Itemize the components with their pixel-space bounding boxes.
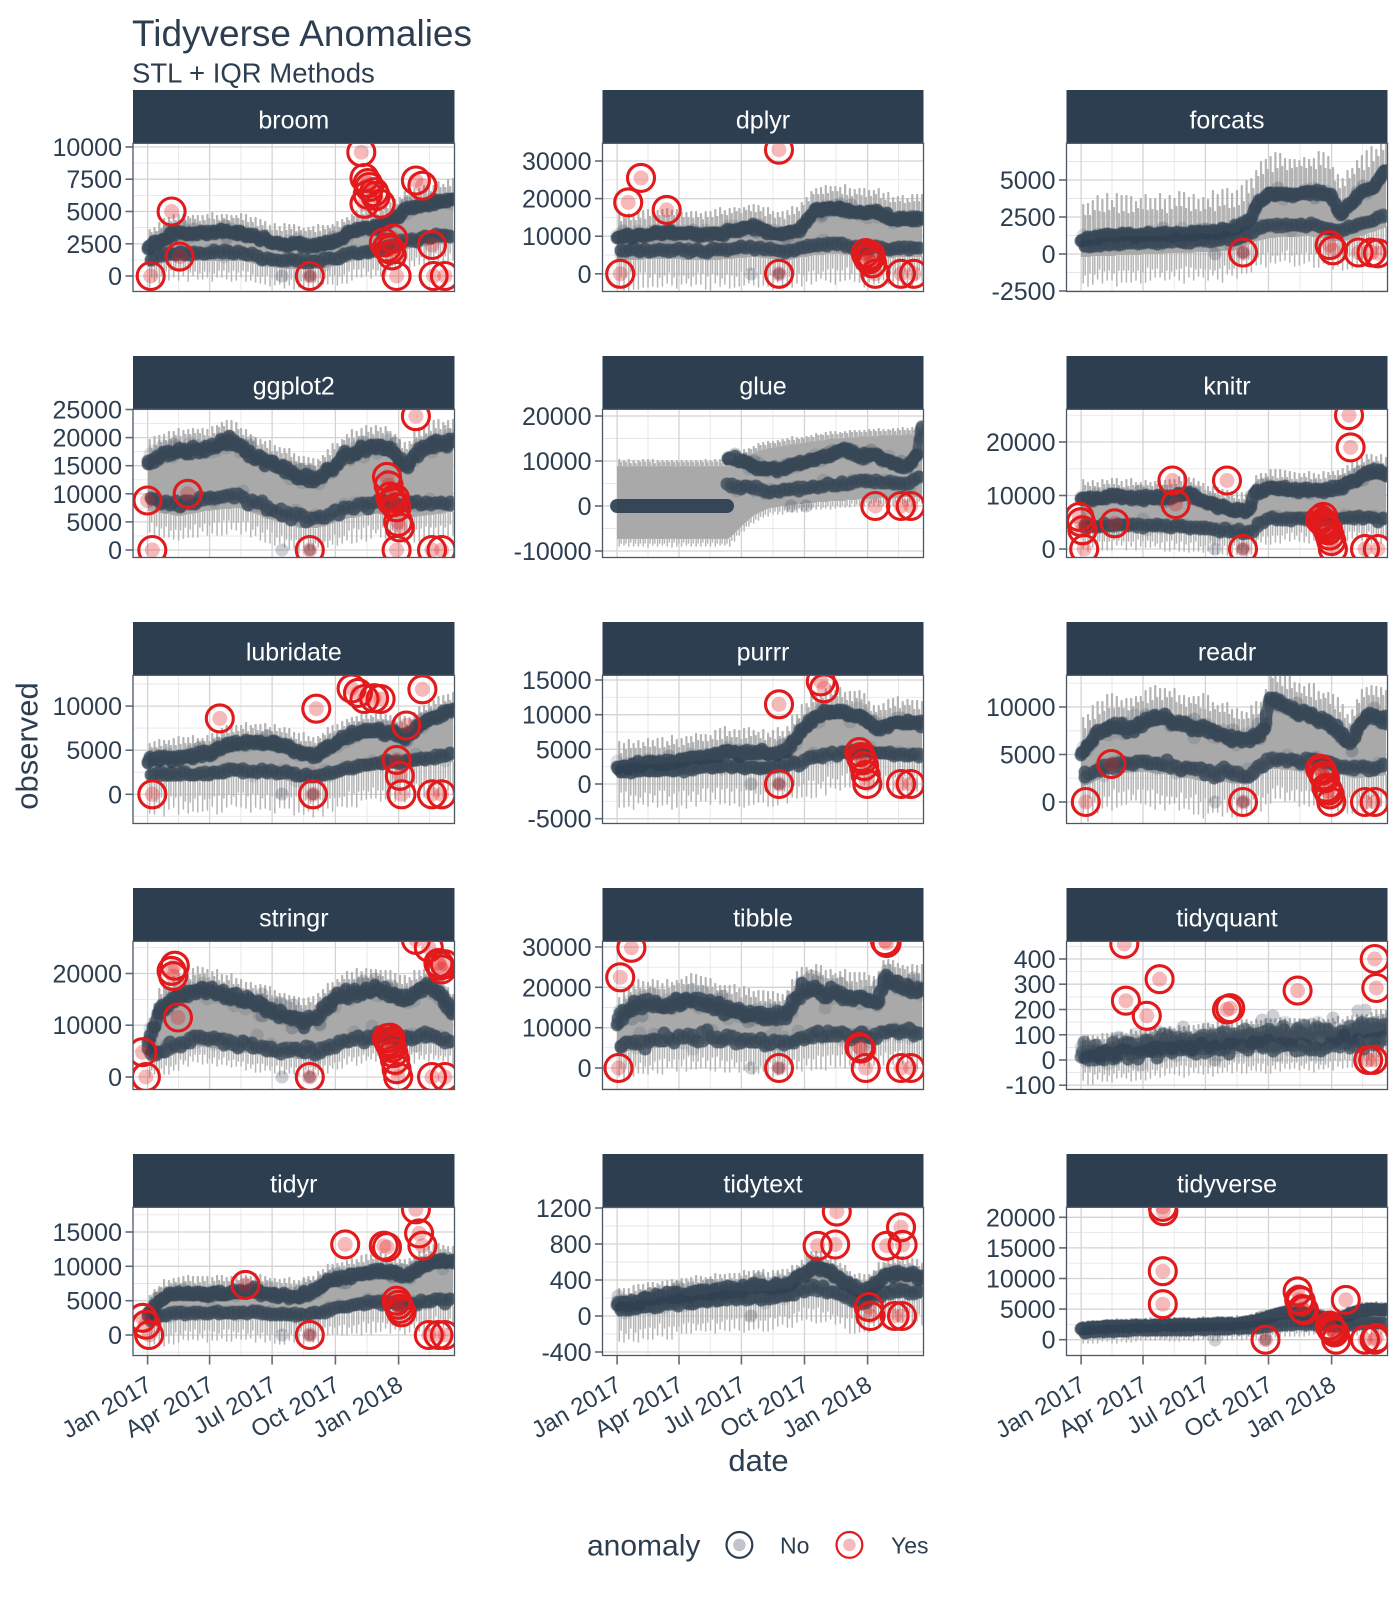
- svg-text:2500: 2500: [66, 231, 122, 259]
- svg-text:20000: 20000: [986, 429, 1056, 457]
- svg-text:0: 0: [1042, 1327, 1056, 1355]
- svg-text:STL + IQR Methods: STL + IQR Methods: [132, 58, 375, 89]
- svg-text:10000: 10000: [986, 1266, 1056, 1294]
- svg-text:15000: 15000: [52, 453, 122, 481]
- svg-text:10000: 10000: [522, 223, 592, 251]
- svg-text:10000: 10000: [522, 1015, 592, 1043]
- svg-text:30000: 30000: [522, 934, 592, 962]
- svg-text:5000: 5000: [66, 1288, 122, 1316]
- svg-text:20000: 20000: [52, 425, 122, 453]
- svg-text:lubridate: lubridate: [246, 639, 342, 667]
- svg-text:tidytext: tidytext: [723, 1171, 802, 1199]
- svg-text:100: 100: [1014, 1022, 1056, 1050]
- svg-text:400: 400: [1014, 946, 1056, 974]
- svg-text:anomaly: anomaly: [587, 1529, 700, 1562]
- svg-text:10000: 10000: [52, 1012, 122, 1040]
- svg-text:0: 0: [1042, 536, 1056, 564]
- svg-text:tidyverse: tidyverse: [1177, 1171, 1277, 1199]
- svg-text:5000: 5000: [1000, 167, 1056, 195]
- svg-text:15000: 15000: [986, 1235, 1056, 1263]
- svg-text:15000: 15000: [522, 667, 592, 695]
- svg-text:purrr: purrr: [737, 639, 790, 667]
- svg-text:20000: 20000: [986, 1204, 1056, 1232]
- svg-text:tidyr: tidyr: [270, 1171, 317, 1199]
- svg-text:stringr: stringr: [259, 905, 328, 933]
- svg-text:0: 0: [578, 493, 592, 521]
- svg-text:1200: 1200: [536, 1195, 592, 1223]
- svg-text:-5000: -5000: [528, 806, 592, 834]
- svg-text:200: 200: [1014, 997, 1056, 1025]
- svg-text:-2500: -2500: [992, 278, 1056, 306]
- svg-text:2500: 2500: [1000, 204, 1056, 232]
- svg-text:0: 0: [108, 1322, 122, 1350]
- svg-text:observed: observed: [10, 682, 45, 810]
- svg-text:-10000: -10000: [514, 538, 592, 566]
- svg-text:No: No: [780, 1532, 809, 1558]
- svg-text:10000: 10000: [52, 481, 122, 509]
- svg-text:forcats: forcats: [1189, 107, 1264, 135]
- svg-text:800: 800: [550, 1231, 592, 1259]
- svg-text:15000: 15000: [52, 1219, 122, 1247]
- svg-text:ggplot2: ggplot2: [253, 373, 335, 401]
- svg-text:30000: 30000: [522, 148, 592, 176]
- svg-text:5000: 5000: [66, 737, 122, 765]
- svg-text:0: 0: [578, 1055, 592, 1083]
- svg-text:300: 300: [1014, 971, 1056, 999]
- svg-text:20000: 20000: [52, 961, 122, 989]
- svg-text:0: 0: [1042, 789, 1056, 817]
- svg-text:date: date: [728, 1443, 788, 1478]
- svg-text:0: 0: [1042, 241, 1056, 269]
- svg-text:5000: 5000: [66, 199, 122, 227]
- svg-text:tidyquant: tidyquant: [1176, 905, 1278, 933]
- svg-text:tibble: tibble: [733, 905, 793, 933]
- svg-text:10000: 10000: [986, 483, 1056, 511]
- svg-text:0: 0: [108, 781, 122, 809]
- svg-text:-400: -400: [541, 1339, 591, 1367]
- svg-text:7500: 7500: [66, 166, 122, 194]
- svg-text:10000: 10000: [52, 693, 122, 721]
- svg-text:0: 0: [108, 263, 122, 291]
- svg-text:dplyr: dplyr: [736, 107, 790, 135]
- svg-text:0: 0: [1042, 1047, 1056, 1075]
- svg-text:25000: 25000: [52, 397, 122, 425]
- svg-text:10000: 10000: [52, 1253, 122, 1281]
- svg-text:0: 0: [108, 537, 122, 565]
- svg-text:0: 0: [108, 1064, 122, 1092]
- svg-text:broom: broom: [258, 107, 329, 135]
- svg-text:5000: 5000: [1000, 742, 1056, 770]
- svg-text:0: 0: [578, 1303, 592, 1331]
- svg-text:readr: readr: [1198, 639, 1256, 667]
- svg-text:Yes: Yes: [891, 1532, 929, 1558]
- svg-text:0: 0: [578, 771, 592, 799]
- svg-text:20000: 20000: [522, 403, 592, 431]
- svg-text:-100: -100: [1005, 1072, 1055, 1100]
- svg-text:knitr: knitr: [1203, 373, 1250, 401]
- svg-text:20000: 20000: [522, 186, 592, 214]
- svg-text:0: 0: [578, 261, 592, 289]
- svg-text:5000: 5000: [536, 736, 592, 764]
- svg-text:10000: 10000: [522, 702, 592, 730]
- svg-text:10000: 10000: [522, 448, 592, 476]
- svg-text:10000: 10000: [986, 694, 1056, 722]
- svg-text:20000: 20000: [522, 974, 592, 1002]
- svg-text:glue: glue: [739, 373, 786, 401]
- svg-text:Tidyverse Anomalies: Tidyverse Anomalies: [132, 13, 472, 54]
- svg-text:10000: 10000: [52, 134, 122, 162]
- svg-text:5000: 5000: [66, 509, 122, 537]
- svg-text:5000: 5000: [1000, 1296, 1056, 1324]
- svg-text:400: 400: [550, 1267, 592, 1295]
